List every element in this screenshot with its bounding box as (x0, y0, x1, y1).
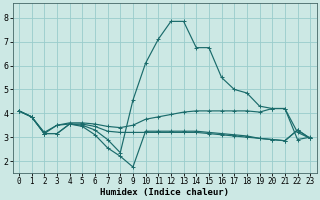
X-axis label: Humidex (Indice chaleur): Humidex (Indice chaleur) (100, 188, 229, 197)
